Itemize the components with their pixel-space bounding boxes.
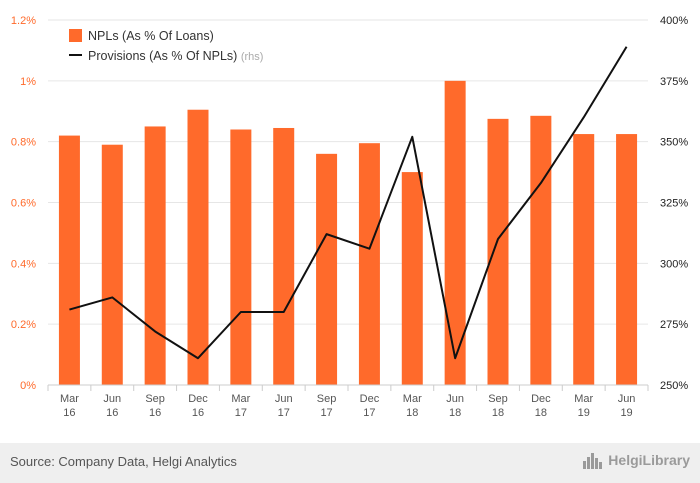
x-tick-label-year: 17 — [235, 407, 247, 419]
right-tick-label: 350% — [660, 137, 688, 149]
npl-bar[interactable] — [144, 126, 166, 385]
left-tick-label: 0.2% — [11, 319, 36, 331]
npl-bar[interactable] — [58, 135, 80, 385]
left-tick-label: 0% — [20, 380, 36, 392]
npl-bar[interactable] — [487, 118, 509, 386]
city-skyline-icon — [583, 453, 603, 470]
brand-logo[interactable]: HelgiLibrary — [583, 452, 690, 470]
x-tick-label-month: Sep — [317, 393, 337, 405]
legend-label-provisions-name: Provisions (As % Of NPLs) — [88, 49, 237, 63]
x-tick-label-month: Jun — [275, 393, 293, 405]
npl-bar[interactable] — [401, 172, 423, 385]
x-axis: Mar 16 Jun 16 Sep 16 Dec 16 Mar 17 Jun 17 Sep 17 Dec 17… — [47, 384, 649, 419]
legend-label-npl[interactable]: NPLs (As % Of Loans) — [88, 29, 214, 43]
x-tick-label-year: 16 — [192, 407, 204, 419]
npl-bar[interactable] — [530, 115, 552, 385]
legend-rhs-note: (rhs) — [241, 51, 264, 63]
x-tick-label-year: 18 — [449, 407, 461, 419]
brand-name: HelgiLibrary — [608, 452, 690, 468]
x-tick-label-month: Dec — [531, 393, 551, 405]
left-tick-label: 0.6% — [11, 198, 36, 210]
npl-bars — [58, 80, 638, 386]
x-tick-label-month: Jun — [103, 393, 121, 405]
left-tick-label: 1.2% — [11, 15, 36, 27]
provisions-line — [69, 46, 628, 360]
x-tick-label-month: Mar — [403, 393, 422, 405]
right-tick-label: 300% — [660, 258, 688, 270]
x-tick-label-year: 18 — [406, 407, 418, 419]
left-axis: 0% 0.2% 0.4% 0.6% 0.8% 1% 1.2% — [11, 15, 36, 392]
npl-bar[interactable] — [316, 153, 338, 385]
left-tick-label: 0.8% — [11, 137, 36, 149]
right-tick-label: 250% — [660, 380, 688, 392]
npl-bar[interactable] — [273, 127, 295, 386]
right-tick-label: 400% — [660, 15, 688, 27]
x-tick-label-month: Mar — [231, 393, 250, 405]
x-tick-label-year: 17 — [278, 407, 290, 419]
footer: Source: Company Data, Helgi Analytics He… — [0, 443, 700, 483]
x-tick-label-year: 19 — [578, 407, 590, 419]
x-tick-label-year: 19 — [620, 407, 632, 419]
x-tick-label-year: 16 — [106, 407, 118, 419]
legend-label-provisions[interactable]: Provisions (As % Of NPLs) (rhs) — [88, 49, 263, 63]
x-tick-label-month: Jun — [618, 393, 636, 405]
npl-bar[interactable] — [187, 109, 209, 386]
grid-lines — [48, 19, 648, 386]
x-tick-label-year: 17 — [320, 407, 332, 419]
x-tick-label-year: 18 — [492, 407, 504, 419]
right-tick-label: 325% — [660, 198, 688, 210]
x-tick-label-month: Mar — [574, 393, 593, 405]
x-tick-label-year: 18 — [535, 407, 547, 419]
x-tick-label-year: 17 — [363, 407, 375, 419]
legend-swatch-npl — [69, 29, 82, 42]
x-tick-label-year: 16 — [149, 407, 161, 419]
x-tick-label-year: 16 — [63, 407, 75, 419]
left-tick-label: 1% — [20, 76, 36, 88]
right-axis: 250% 275% 300% 325% 350% 375% 400% — [660, 15, 688, 392]
provisions-line-path[interactable] — [69, 46, 628, 360]
x-tick-label-month: Sep — [145, 393, 165, 405]
x-tick-label-month: Jun — [446, 393, 464, 405]
x-tick-label-month: Dec — [360, 393, 380, 405]
npl-bar[interactable] — [616, 134, 638, 385]
source-note: Source: Company Data, Helgi Analytics — [10, 454, 237, 469]
right-tick-label: 375% — [660, 76, 688, 88]
legend[interactable]: NPLs (As % Of Loans) Provisions (As % Of… — [69, 29, 263, 63]
x-tick-label-month: Mar — [60, 393, 79, 405]
x-tick-label-month: Dec — [188, 393, 208, 405]
left-tick-label: 0.4% — [11, 258, 36, 270]
x-tick-label-month: Sep — [488, 393, 508, 405]
npl-bar[interactable] — [573, 134, 595, 385]
npl-bar[interactable] — [230, 129, 252, 386]
npl-bar[interactable] — [444, 80, 466, 385]
npl-bar[interactable] — [101, 144, 123, 385]
right-tick-label: 275% — [660, 319, 688, 331]
npl-bar[interactable] — [358, 143, 380, 385]
